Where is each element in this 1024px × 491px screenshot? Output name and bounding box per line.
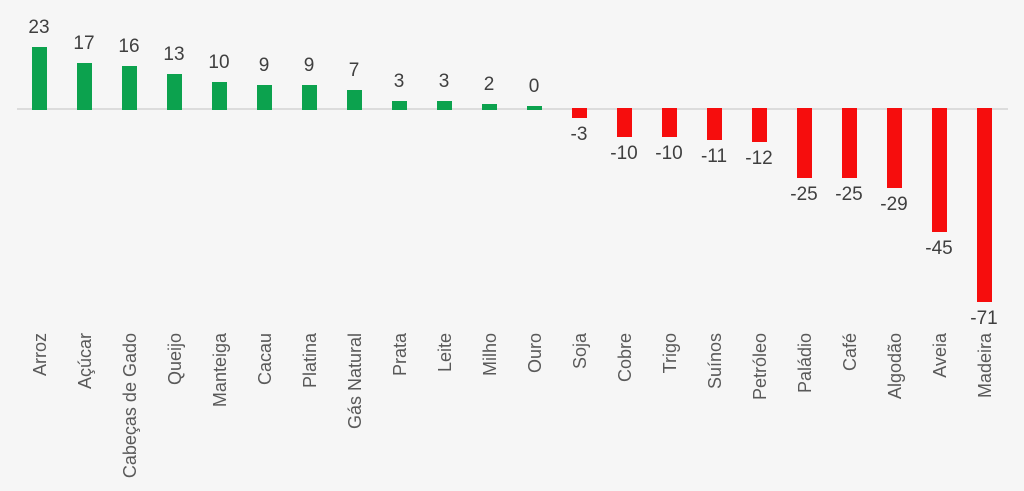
category-label: Cabeças de Gado (120, 333, 140, 479)
value-label: 10 (208, 52, 230, 73)
category-label: Leite (435, 333, 455, 373)
category-label: Prata (390, 333, 410, 377)
value-label: 16 (118, 36, 140, 57)
category-label: Cobre (615, 333, 635, 383)
bar-negative (931, 108, 947, 232)
value-label: -10 (610, 143, 638, 164)
value-label: 0 (528, 76, 540, 97)
category-label: Suínos (705, 333, 725, 390)
category-label: Manteiga (210, 333, 230, 408)
bar-positive (481, 104, 497, 110)
bar-positive (31, 47, 47, 110)
category-label: Ouro (525, 333, 545, 374)
bar-positive (526, 106, 542, 110)
bar-positive (256, 85, 272, 110)
bar-negative (886, 108, 902, 188)
category-label: Algodão (885, 333, 905, 400)
category-label: Paládio (795, 333, 815, 394)
bar-negative (796, 108, 812, 178)
category-label: Soja (570, 333, 590, 370)
value-label: 23 (28, 17, 50, 38)
value-label: -45 (925, 238, 953, 259)
bar-positive (211, 82, 227, 110)
value-label: 3 (393, 71, 405, 92)
bar-positive (301, 85, 317, 110)
value-label: -25 (835, 184, 863, 205)
value-label: -25 (790, 184, 818, 205)
value-label: 9 (303, 55, 315, 76)
bar-negative (661, 108, 677, 137)
bar-positive (76, 63, 92, 110)
value-label: -12 (745, 148, 773, 169)
value-label: 3 (438, 71, 450, 92)
value-label: -71 (970, 308, 998, 329)
bar-negative (571, 108, 587, 118)
bar-positive (391, 101, 407, 110)
value-label: 2 (483, 74, 495, 95)
value-label: -10 (655, 143, 683, 164)
zero-axis-line (17, 108, 1008, 110)
value-label: 7 (348, 60, 360, 81)
category-label: Platina (300, 333, 320, 389)
category-label: Açúcar (75, 333, 95, 390)
category-label: Café (840, 333, 860, 372)
category-label: Petróleo (750, 333, 770, 401)
value-label: 13 (163, 44, 185, 65)
bar-negative (976, 108, 992, 302)
category-label: Milho (480, 333, 500, 377)
category-label: Cacau (255, 333, 275, 386)
category-label: Aveia (930, 333, 950, 378)
value-label: -3 (570, 124, 588, 145)
category-label: Arroz (30, 333, 50, 377)
category-label: Gás Natural (345, 333, 365, 430)
category-label: Trigo (660, 333, 680, 374)
bar-positive (436, 101, 452, 110)
bar-negative (706, 108, 722, 140)
bar-positive (166, 74, 182, 110)
bar-negative (616, 108, 632, 137)
bar-positive (121, 66, 137, 110)
value-label: -11 (700, 146, 728, 167)
bar-negative (841, 108, 857, 178)
category-label: Madeira (975, 333, 995, 399)
value-label: -29 (880, 194, 908, 215)
category-label: Queijo (165, 333, 185, 386)
value-label: 17 (73, 33, 95, 54)
bar-positive (346, 90, 362, 110)
value-label: 9 (258, 55, 270, 76)
bar-negative (751, 108, 767, 142)
